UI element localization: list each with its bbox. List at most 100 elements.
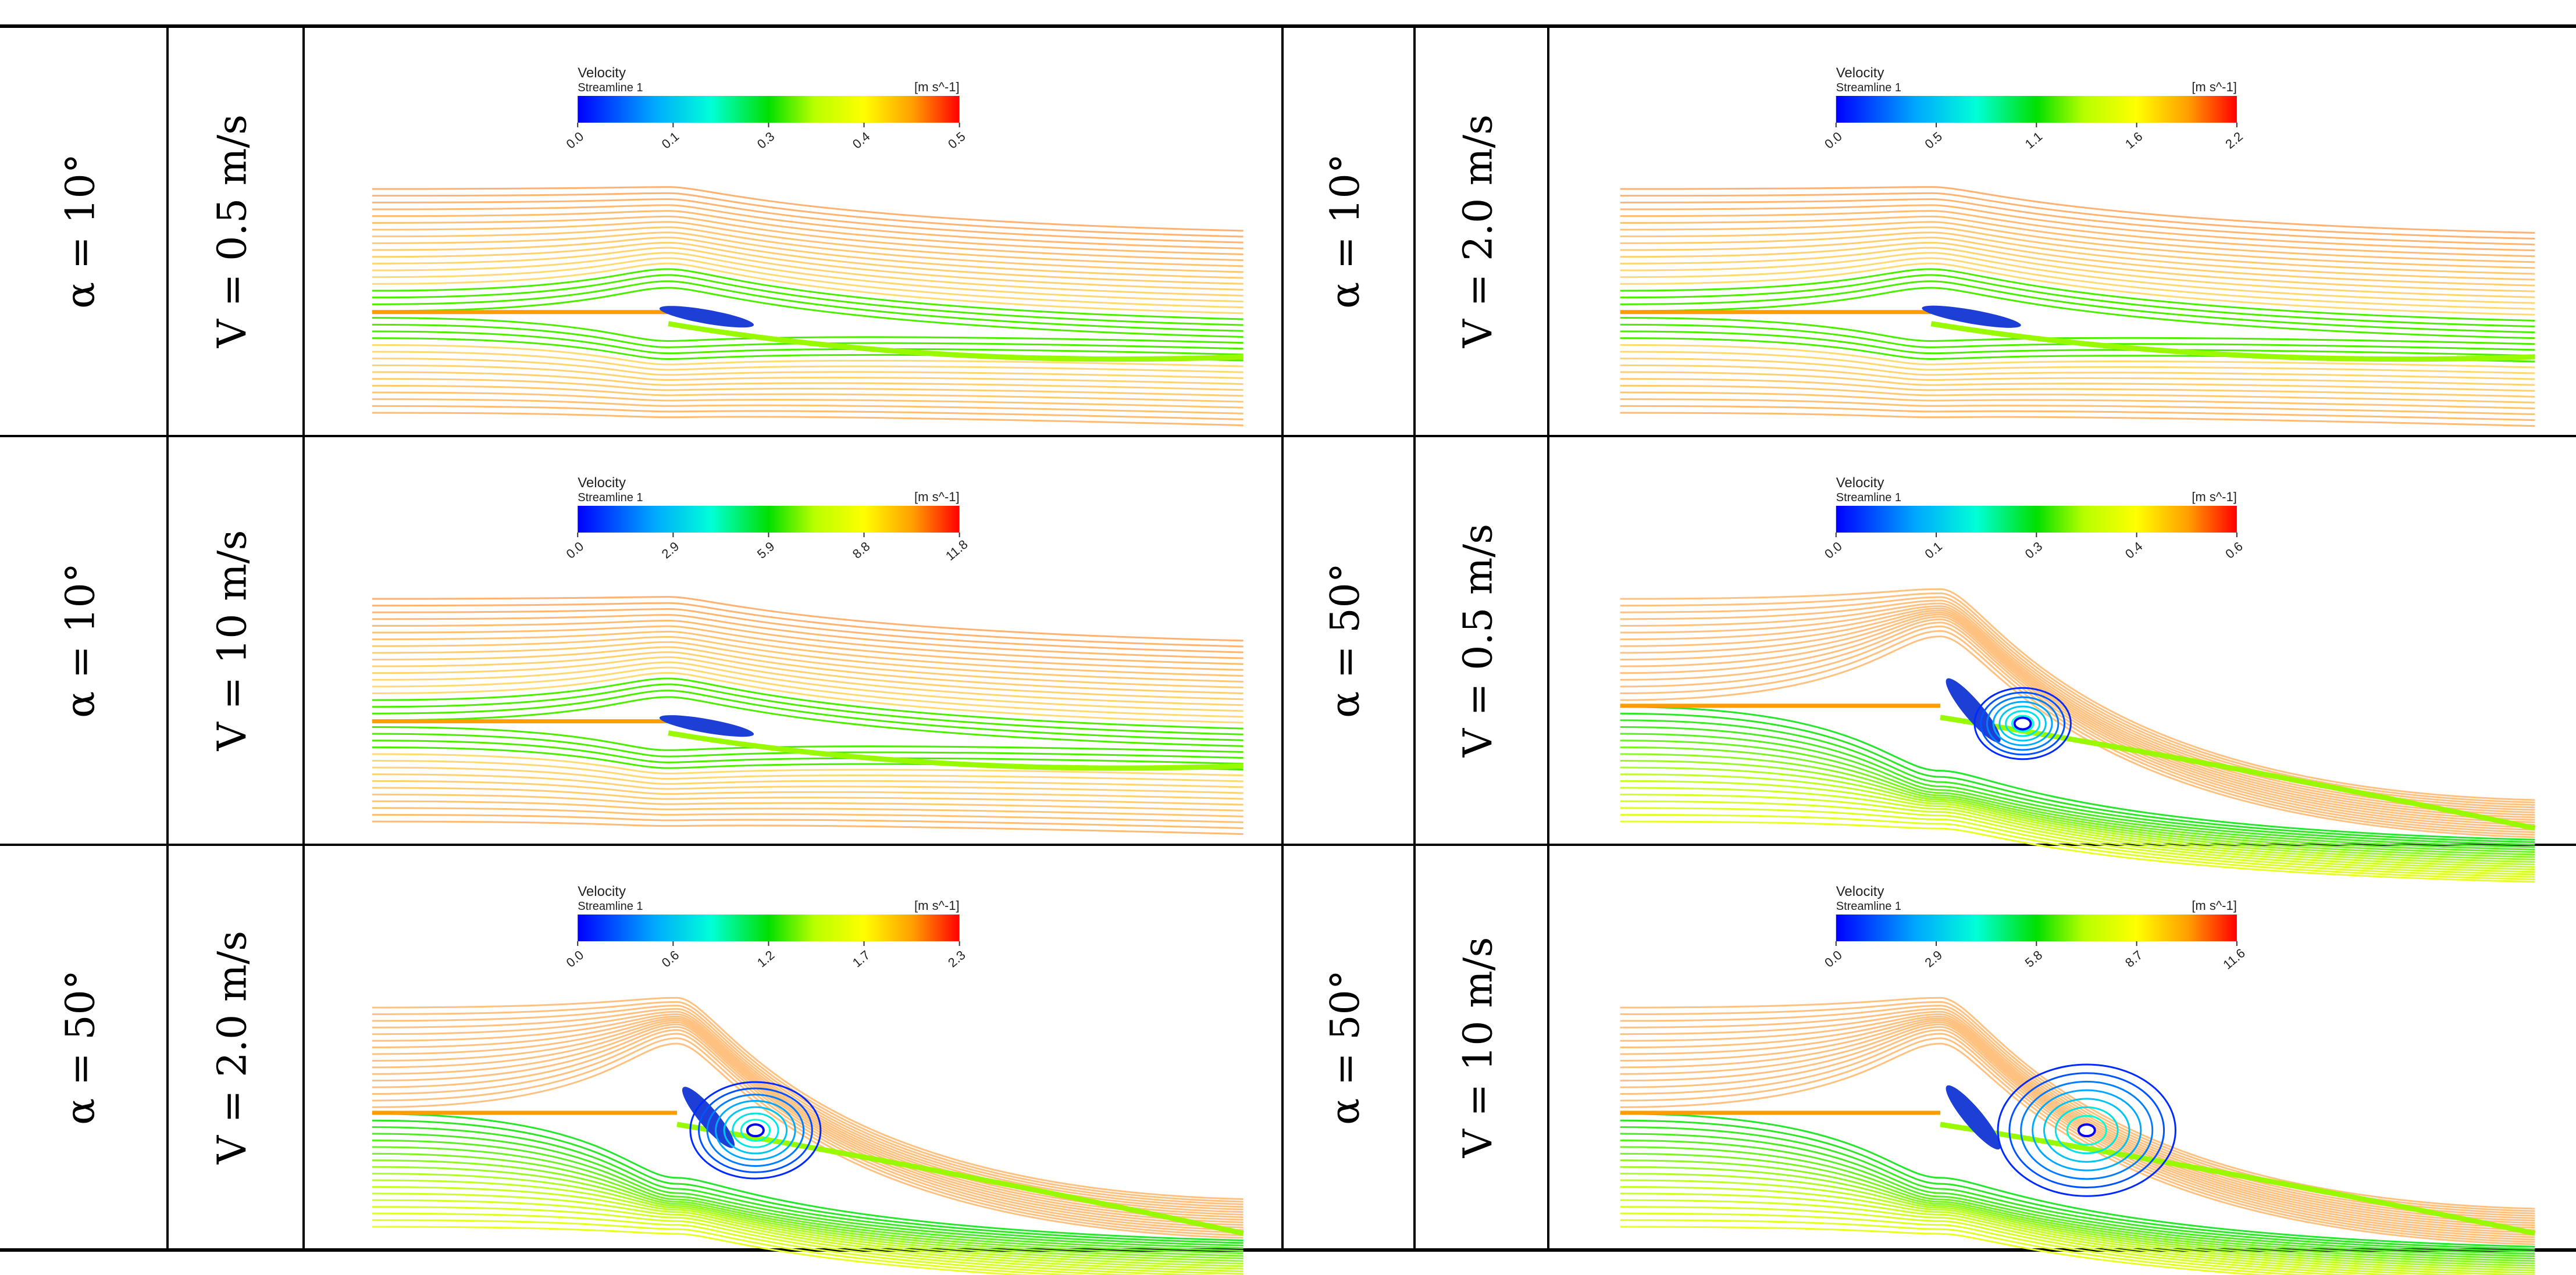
- streamline: [1620, 210, 2535, 258]
- vortex-ring: [2020, 1080, 2154, 1180]
- streamline: [1620, 1159, 2535, 1265]
- vortex-ring: [1998, 705, 2047, 742]
- streamline: [372, 1026, 1244, 1228]
- streamline: [372, 1042, 1244, 1239]
- streamline: [1620, 1192, 2535, 1275]
- streamline: [372, 656, 1244, 706]
- streamline: [1620, 740, 2535, 853]
- streamline: [1620, 1026, 2535, 1236]
- colorbar-tick-label: 2.2: [2222, 129, 2246, 152]
- streamline: [372, 1212, 1145, 1275]
- streamline: [1620, 592, 2535, 803]
- streamline: [372, 614, 1244, 659]
- streamline: [372, 787, 1244, 806]
- streamline: [1620, 609, 2535, 819]
- streamline: [372, 1005, 1244, 1205]
- streamline: [1620, 1119, 2535, 1250]
- streamline: [1620, 605, 2535, 813]
- table-lines: [0, 24, 2576, 1252]
- streamline: [1620, 231, 2535, 281]
- vortex-ring: [2011, 715, 2035, 733]
- streamline: [372, 696, 1244, 747]
- colorbar-tick-label: 0.0: [564, 539, 587, 562]
- streamline-plot: [372, 596, 1244, 835]
- streamline: [372, 241, 1244, 291]
- streamline: [372, 412, 1244, 427]
- streamline: [1620, 268, 2535, 322]
- streamline: [1620, 247, 2535, 298]
- streamline: [372, 820, 1244, 835]
- colorbar-unit: [m s^-1]: [2192, 80, 2237, 94]
- streamline: [372, 323, 1244, 350]
- streamline: [1620, 746, 2535, 856]
- streamline: [1620, 317, 2535, 345]
- colorbar-tick-label: 0.0: [1822, 948, 1845, 970]
- streamline: [1620, 766, 2535, 863]
- streamline: [1620, 1015, 2535, 1224]
- streamline: [372, 608, 1244, 653]
- colorbar-tick-label: 11.6: [2220, 945, 2248, 972]
- streamline: [1620, 323, 2535, 351]
- vortex-core: [2077, 1123, 2096, 1138]
- streamline: [1620, 588, 2535, 801]
- streamline: [372, 1185, 1244, 1270]
- colorbar-tick-label: 0.0: [564, 948, 587, 970]
- streamline: [1620, 274, 2535, 328]
- vortex-ring: [2054, 1106, 2119, 1155]
- airfoil: [1946, 1085, 2001, 1150]
- alpha-label: α = 10°: [1323, 153, 1369, 309]
- streamline: [372, 773, 1244, 794]
- vortex-core: [2013, 716, 2032, 731]
- vortex-ring: [2005, 710, 2041, 737]
- colorbar-tick-label: 0.0: [1822, 129, 1845, 152]
- colorbar-tick-label: 2.9: [659, 539, 682, 562]
- streamline: [372, 753, 1244, 777]
- streamline: [1620, 351, 2535, 374]
- colorbar-gradient: [578, 506, 960, 533]
- streamline: [1620, 257, 2535, 310]
- streamline: [1620, 773, 2535, 866]
- streamline: [372, 1017, 1244, 1219]
- colorbar-tick-label: 0.1: [1922, 539, 1945, 562]
- streamline: [372, 1133, 1244, 1249]
- streamline: [372, 1033, 1244, 1234]
- streamline: [372, 1219, 1085, 1275]
- streamline: [1620, 405, 2535, 422]
- streamline: [372, 351, 1244, 373]
- streamline: [372, 358, 1244, 379]
- streamline: [1620, 706, 2535, 841]
- streamline: [372, 1010, 1244, 1210]
- colorbar-subtitle: Streamline 1: [578, 81, 643, 94]
- colorbar-subtitle: Streamline 1: [1836, 900, 1901, 913]
- vortex-ring: [2043, 1098, 2130, 1163]
- streamline: [1620, 635, 2535, 838]
- vortex-ring: [1986, 696, 2060, 751]
- colorbar-gradient: [1836, 915, 2237, 941]
- streamline-plot: [1620, 186, 2535, 427]
- streamline: [1620, 596, 2535, 806]
- streamline: [372, 1179, 1244, 1267]
- colorbar-title: Velocity: [578, 884, 626, 899]
- streamline: [1620, 1001, 2535, 1212]
- wake-streamline: [668, 321, 1244, 362]
- colorbar-title: Velocity: [578, 475, 626, 491]
- streamline: [1620, 262, 2535, 316]
- vortex-ring: [2008, 1072, 2165, 1189]
- streamline: [372, 1008, 1244, 1208]
- streamline: [372, 252, 1244, 303]
- colorbar-tick-label: 1.1: [2022, 129, 2046, 152]
- streamline: [1620, 1166, 2535, 1267]
- streamline: [372, 371, 1244, 391]
- colorbar-title: Velocity: [1836, 475, 1884, 491]
- streamline: [1620, 625, 2535, 833]
- streamline: [372, 226, 1244, 273]
- colorbar-tick-label: 0.0: [1822, 539, 1845, 562]
- streamline: [372, 247, 1244, 297]
- streamline: [1620, 726, 2535, 848]
- colorbar-subtitle: Streamline 1: [578, 900, 643, 913]
- streamline: [1620, 1019, 2535, 1229]
